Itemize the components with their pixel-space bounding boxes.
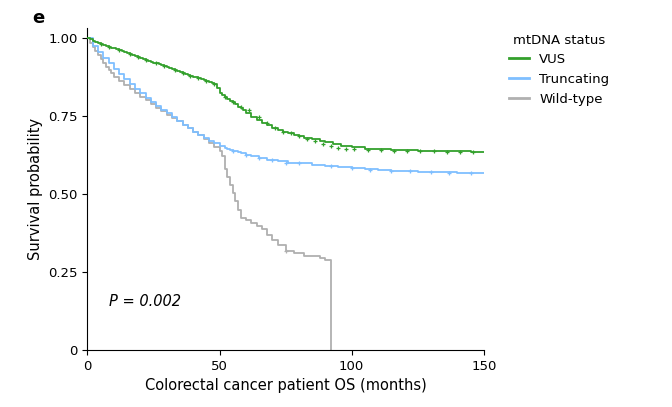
Legend: VUS, Truncating, Wild-type: VUS, Truncating, Wild-type xyxy=(503,28,615,111)
Y-axis label: Survival probability: Survival probability xyxy=(28,118,42,260)
X-axis label: Colorectal cancer patient OS (months): Colorectal cancer patient OS (months) xyxy=(144,378,427,393)
Text: e: e xyxy=(32,9,44,27)
Text: P = 0.002: P = 0.002 xyxy=(108,294,181,309)
